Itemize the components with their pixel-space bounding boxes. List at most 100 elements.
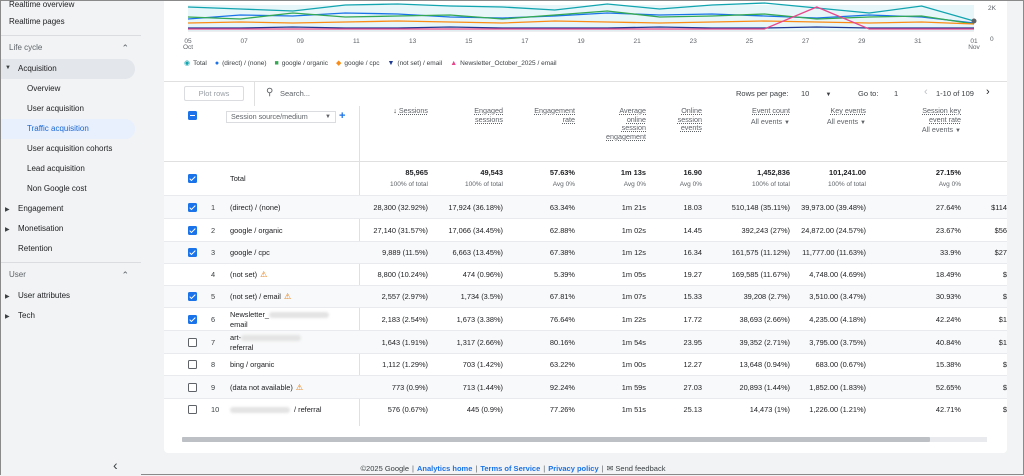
- legend-item[interactable]: ▲ Newsletter_October_2025 / email: [450, 60, 556, 67]
- row-dimension[interactable]: Newsletter_: [230, 310, 330, 319]
- column-header[interactable]: Online session events: [622, 106, 702, 133]
- row-checkbox[interactable]: [188, 203, 197, 212]
- table-row[interactable]: 7 art-referral 1,643 (1.91%) 1,317 (2.66%) 8…: [164, 330, 1007, 353]
- next-page-icon[interactable]: ›: [986, 86, 990, 98]
- rows-per-page-select[interactable]: 10 ▼: [801, 89, 831, 98]
- table-row[interactable]: 2 google / organic 27,140 (31.57%) 17,066 (…: [164, 218, 1007, 241]
- sidebar-section-life-cycle[interactable]: Life cycle: [9, 39, 42, 57]
- row-checkbox[interactable]: [188, 292, 197, 301]
- row-checkbox[interactable]: [188, 383, 197, 392]
- sidebar-item-realtime-pages[interactable]: Realtime pages: [9, 17, 65, 26]
- row-dimension[interactable]: google / cpc: [230, 248, 270, 257]
- caret-right-icon[interactable]: ▶: [5, 314, 10, 320]
- legend-item[interactable]: ■ google / organic: [275, 60, 329, 67]
- row-checkbox[interactable]: [188, 248, 197, 257]
- column-title: Key events: [830, 106, 866, 115]
- x-tick-label: 23: [690, 38, 698, 45]
- sidebar-item-realtime-overview[interactable]: Realtime overview: [9, 0, 75, 9]
- sidebar-item-acquisition[interactable]: Acquisition: [18, 64, 57, 73]
- sidebar-item-user-attributes[interactable]: User attributes: [18, 291, 71, 300]
- chevron-up-icon[interactable]: ⌃: [121, 270, 129, 280]
- row-checkbox[interactable]: [188, 315, 197, 324]
- warning-icon[interactable]: ⚠: [260, 270, 268, 279]
- legend-label: (not set) / email: [397, 59, 443, 67]
- legend-item[interactable]: ◉ Total: [184, 59, 207, 67]
- row-metric-value: 9,889 (11.5%): [382, 248, 428, 257]
- prev-page-icon[interactable]: ‹: [924, 86, 928, 98]
- chart-legend: ◉ Total ● (direct) / (none) ■ google / organi…: [184, 57, 557, 69]
- row-dimension[interactable]: / referral: [230, 405, 322, 414]
- row-dimension[interactable]: (not set) ⚠: [230, 270, 267, 279]
- sidebar-section-user[interactable]: User: [9, 266, 26, 284]
- column-header[interactable]: Event count All events ▼: [710, 106, 790, 128]
- sidebar-item-lead-acquisition[interactable]: Lead acquisition: [27, 164, 85, 173]
- table-row[interactable]: 10 / referral 576 (0.67%) 445 (0.9%) 77.26% 1…: [164, 398, 1007, 420]
- send-feedback-link[interactable]: Send feedback: [615, 464, 666, 473]
- sidebar-item-user-acquisition[interactable]: User acquisition: [27, 104, 84, 113]
- row-dimension[interactable]: bing / organic: [230, 360, 274, 369]
- terms-link[interactable]: Terms of Service: [480, 464, 541, 473]
- horizontal-scrollbar-thumb[interactable]: [182, 437, 930, 442]
- feedback-icon[interactable]: ✉: [606, 464, 614, 473]
- column-header[interactable]: ↓ Sessions: [348, 106, 428, 116]
- column-header[interactable]: Engaged sessions: [423, 106, 503, 124]
- table-row[interactable]: 6 Newsletter_ email 2,183 (2.54%) 1,673 (3.3…: [164, 307, 1007, 330]
- column-header[interactable]: Session key event rate All events ▼: [881, 106, 961, 136]
- caret-down-icon[interactable]: ▼: [5, 65, 11, 71]
- total-subvalue: Avg 0%: [552, 181, 575, 188]
- totals-checkbox[interactable]: [188, 174, 197, 183]
- warning-icon[interactable]: ⚠: [295, 383, 304, 392]
- select-all-checkbox[interactable]: [188, 111, 197, 120]
- table-row[interactable]: 8 bing / organic 1,112 (1.29%) 703 (1.42%) 6…: [164, 353, 1007, 375]
- row-metric-value: 39,208 (2.7%): [743, 292, 790, 301]
- collapse-sidebar-icon[interactable]: ‹: [113, 457, 118, 473]
- event-filter-select[interactable]: All events ▼: [710, 117, 790, 128]
- analytics-home-link[interactable]: Analytics home: [416, 464, 473, 473]
- legend-item[interactable]: ● (direct) / (none): [215, 60, 267, 67]
- table-row[interactable]: 5 (not set) / email ⚠ 2,557 (2.97%) 1,734 (3…: [164, 285, 1007, 307]
- event-filter-select[interactable]: All events ▼: [786, 117, 866, 128]
- dimension-selector[interactable]: Session source/medium ▼: [226, 111, 336, 123]
- row-checkbox[interactable]: [188, 338, 197, 347]
- column-header[interactable]: Key events All events ▼: [786, 106, 866, 128]
- sidebar-item-monetisation[interactable]: Monetisation: [18, 224, 64, 233]
- search-input[interactable]: [280, 87, 480, 100]
- sidebar-item-tech[interactable]: Tech: [18, 311, 35, 320]
- sidebar-item-non-google-cost[interactable]: Non Google cost: [27, 184, 87, 193]
- column-header[interactable]: Engagement rate: [495, 106, 575, 124]
- table-row[interactable]: 9 (data not available) ⚠ 773 (0.9%) 713 (1.4…: [164, 375, 1007, 398]
- goto-input[interactable]: 1: [894, 89, 899, 98]
- row-checkbox[interactable]: [188, 360, 197, 369]
- add-dimension-icon[interactable]: +: [339, 110, 346, 122]
- sidebar-item-overview[interactable]: Overview: [27, 84, 61, 93]
- caret-right-icon[interactable]: ▶: [5, 294, 10, 300]
- row-metric-value: 92.24%: [549, 383, 575, 392]
- column-header[interactable]: Average online session engagement: [566, 106, 646, 141]
- table-row[interactable]: 3 google / cpc 9,889 (11.5%) 6,663 (13.45%)…: [164, 241, 1007, 263]
- legend-label: (direct) / (none): [222, 59, 267, 67]
- row-metric-value: 1,226.00 (1.21%): [809, 405, 866, 414]
- chevron-up-icon[interactable]: ⌃: [121, 43, 129, 53]
- legend-item[interactable]: ▼ (not set) / email: [387, 60, 442, 67]
- warning-icon[interactable]: ⚠: [283, 292, 292, 301]
- sidebar-item-retention[interactable]: Retention: [18, 244, 53, 253]
- event-filter-select[interactable]: All events ▼: [881, 125, 961, 136]
- row-dimension[interactable]: art-: [230, 333, 302, 342]
- row-dimension[interactable]: (data not available) ⚠: [230, 383, 303, 392]
- sidebar-item-traffic-acquisition[interactable]: Traffic acquisition: [27, 124, 89, 133]
- caret-right-icon[interactable]: ▶: [5, 227, 10, 233]
- table-row[interactable]: 1 (direct) / (none) 28,300 (32.92%) 17,924 …: [164, 195, 1007, 218]
- row-dimension[interactable]: google / organic: [230, 226, 283, 235]
- plot-rows-button[interactable]: Plot rows: [184, 86, 244, 101]
- table-row[interactable]: 4 (not set) ⚠ 8,800 (10.24%) 474 (0.96%) 5.39…: [164, 263, 1007, 285]
- legend-item[interactable]: ◆ google / cpc: [336, 59, 379, 67]
- sidebar-item-engagement[interactable]: Engagement: [18, 204, 64, 213]
- caret-right-icon[interactable]: ▶: [5, 207, 10, 213]
- toolbar-divider: [254, 82, 255, 106]
- sidebar-item-user-acquisition-cohorts[interactable]: User acquisition cohorts: [27, 144, 113, 153]
- row-dimension[interactable]: (direct) / (none): [230, 203, 281, 212]
- row-checkbox[interactable]: [188, 226, 197, 235]
- row-checkbox[interactable]: [188, 405, 197, 414]
- privacy-link[interactable]: Privacy policy: [548, 464, 599, 473]
- row-dimension[interactable]: (not set) / email ⚠: [230, 292, 291, 301]
